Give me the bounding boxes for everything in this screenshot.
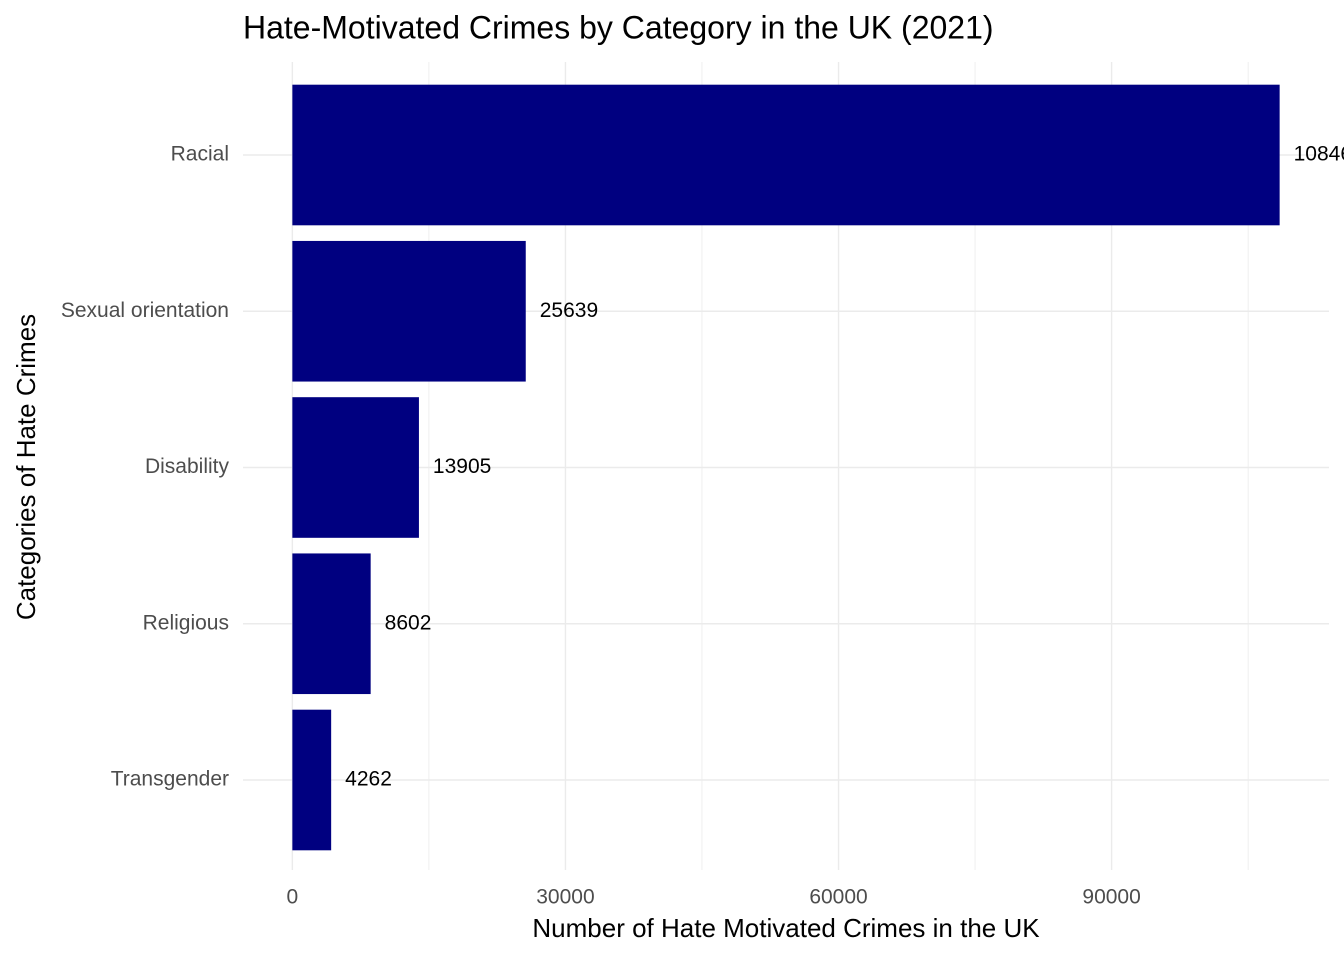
- chart-title: Hate-Motivated Crimes by Category in the…: [243, 9, 994, 45]
- bar: [292, 709, 332, 851]
- y-tick-label: Racial: [171, 143, 229, 166]
- bar: [292, 240, 526, 382]
- y-tick-label: Disability: [145, 455, 230, 478]
- y-axis-title: Categories of Hate Crimes: [11, 314, 41, 620]
- value-label: 108460: [1294, 143, 1344, 166]
- x-axis-title: Number of Hate Motivated Crimes in the U…: [532, 913, 1040, 943]
- x-tick-label: 30000: [536, 886, 594, 909]
- y-tick-label: Transgender: [111, 768, 229, 791]
- x-tick-label: 0: [287, 886, 299, 909]
- value-label: 25639: [540, 299, 598, 322]
- x-tick-label: 60000: [809, 886, 867, 909]
- value-label: 13905: [433, 455, 491, 478]
- value-label: 4262: [345, 768, 392, 791]
- value-label: 8602: [385, 611, 432, 634]
- bar: [292, 397, 419, 538]
- bar: [292, 553, 371, 695]
- y-tick-label: Religious: [143, 611, 229, 634]
- y-tick-label: Sexual orientation: [61, 299, 229, 322]
- x-tick-label: 90000: [1082, 886, 1140, 909]
- bar: [292, 84, 1280, 226]
